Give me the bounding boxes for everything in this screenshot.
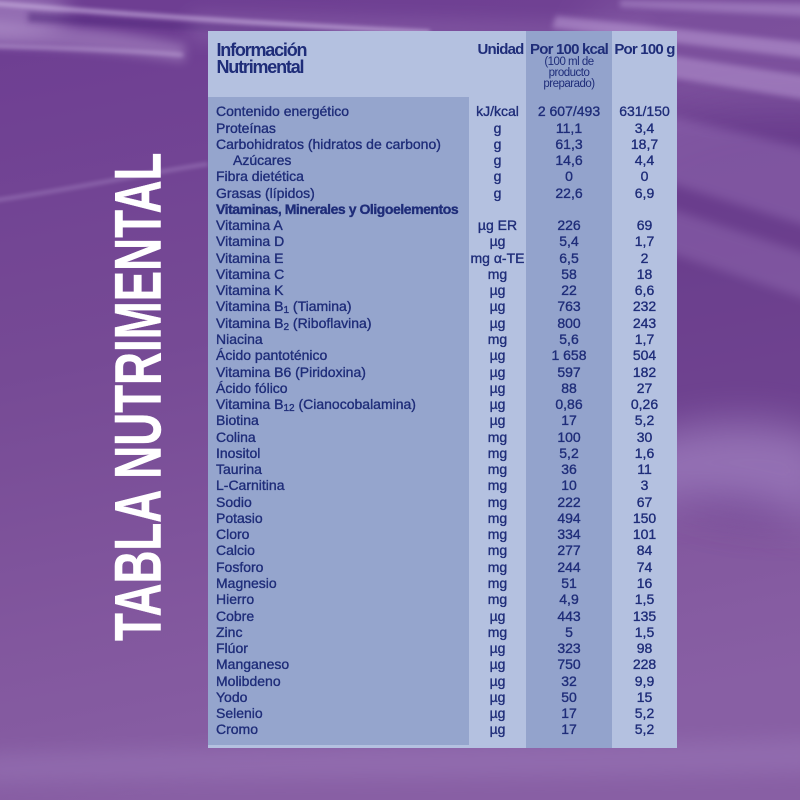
svg-text:TABLA NUTRIMENTAL: TABLA NUTRIMENTAL <box>101 153 174 641</box>
